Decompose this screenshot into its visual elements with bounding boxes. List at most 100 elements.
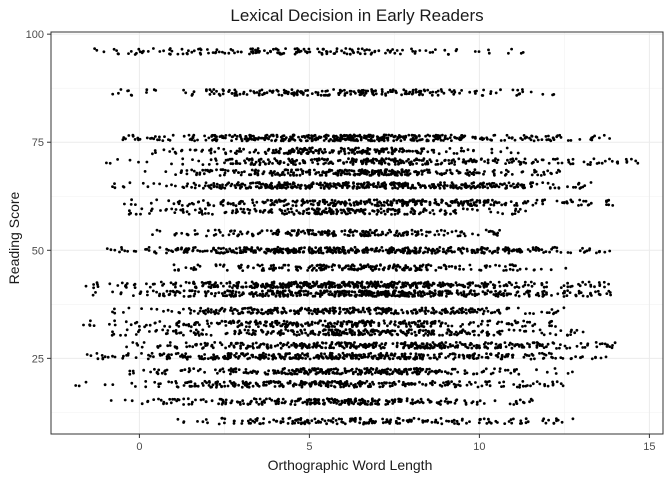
data-point: [548, 186, 552, 190]
data-point: [363, 94, 366, 97]
data-point: [422, 282, 426, 285]
data-point: [406, 171, 409, 175]
data-point: [263, 91, 266, 95]
data-point: [400, 185, 404, 188]
data-point: [319, 135, 323, 139]
data-point: [187, 49, 190, 53]
data-point: [494, 289, 497, 293]
data-point: [398, 200, 402, 203]
data-point: [254, 185, 258, 189]
data-point: [241, 269, 245, 272]
data-point: [301, 170, 304, 174]
data-point: [527, 294, 531, 298]
data-point: [223, 51, 227, 55]
data-point: [449, 171, 453, 175]
data-point: [361, 306, 365, 310]
data-point: [335, 50, 339, 53]
data-point: [414, 282, 417, 286]
data-point: [603, 159, 607, 163]
data-point: [123, 249, 127, 253]
data-point: [442, 247, 445, 251]
data-point: [197, 184, 201, 188]
data-point: [364, 158, 368, 162]
data-point: [247, 137, 251, 141]
data-point: [306, 290, 310, 294]
data-point: [596, 289, 600, 293]
data-point: [428, 51, 432, 54]
data-point: [140, 207, 144, 211]
data-point: [359, 284, 363, 288]
data-point: [395, 49, 399, 52]
data-point: [235, 94, 239, 97]
data-point: [285, 320, 289, 323]
data-point: [231, 135, 235, 139]
data-point: [257, 181, 261, 185]
data-point: [315, 264, 319, 267]
data-point: [539, 267, 543, 271]
data-point: [363, 49, 366, 52]
data-point: [464, 185, 467, 189]
data-point: [362, 200, 366, 204]
data-point: [493, 173, 496, 177]
data-point: [428, 283, 432, 287]
data-point: [102, 50, 106, 54]
data-point: [174, 184, 177, 188]
data-point: [286, 231, 290, 235]
data-point: [308, 136, 312, 140]
data-point: [450, 90, 454, 94]
data-point: [410, 47, 413, 51]
data-point: [347, 251, 351, 254]
data-point: [489, 280, 492, 284]
data-point: [326, 233, 330, 237]
data-point: [256, 232, 260, 236]
data-point: [419, 246, 422, 250]
data-point: [227, 181, 231, 185]
data-point: [198, 264, 202, 268]
data-point: [589, 291, 592, 295]
data-point: [514, 264, 517, 268]
data-point: [368, 174, 372, 177]
data-point: [150, 307, 153, 311]
data-point: [569, 251, 573, 255]
data-point: [592, 157, 596, 161]
data-point: [373, 139, 376, 143]
data-point: [333, 202, 336, 206]
data-point: [396, 234, 400, 238]
data-point: [295, 47, 299, 50]
data-point: [352, 306, 356, 310]
data-point: [488, 265, 492, 268]
data-point: [566, 289, 569, 292]
data-point: [412, 289, 416, 293]
data-point: [202, 282, 206, 285]
data-point: [343, 149, 346, 153]
data-point: [285, 184, 289, 187]
data-point: [219, 201, 223, 205]
data-point: [446, 231, 450, 235]
data-point: [361, 321, 364, 325]
data-point: [320, 89, 324, 93]
data-point: [586, 203, 590, 207]
data-point: [608, 291, 612, 294]
data-point: [230, 92, 234, 95]
data-point: [282, 204, 286, 208]
data-point: [127, 212, 131, 216]
data-point: [615, 160, 619, 164]
data-point: [261, 200, 265, 204]
data-point: [152, 137, 156, 141]
data-point: [509, 200, 513, 204]
data-point: [557, 186, 561, 190]
data-point: [206, 322, 210, 326]
data-point: [333, 263, 336, 267]
data-point: [376, 201, 380, 204]
data-point: [521, 138, 524, 142]
data-point: [352, 51, 355, 55]
data-point: [221, 168, 225, 172]
data-point: [395, 229, 399, 233]
data-point: [211, 212, 214, 216]
data-point: [511, 248, 515, 252]
data-point: [458, 267, 461, 271]
data-point: [307, 207, 310, 211]
data-point: [260, 229, 264, 233]
data-point: [253, 91, 256, 95]
data-point: [143, 170, 147, 173]
